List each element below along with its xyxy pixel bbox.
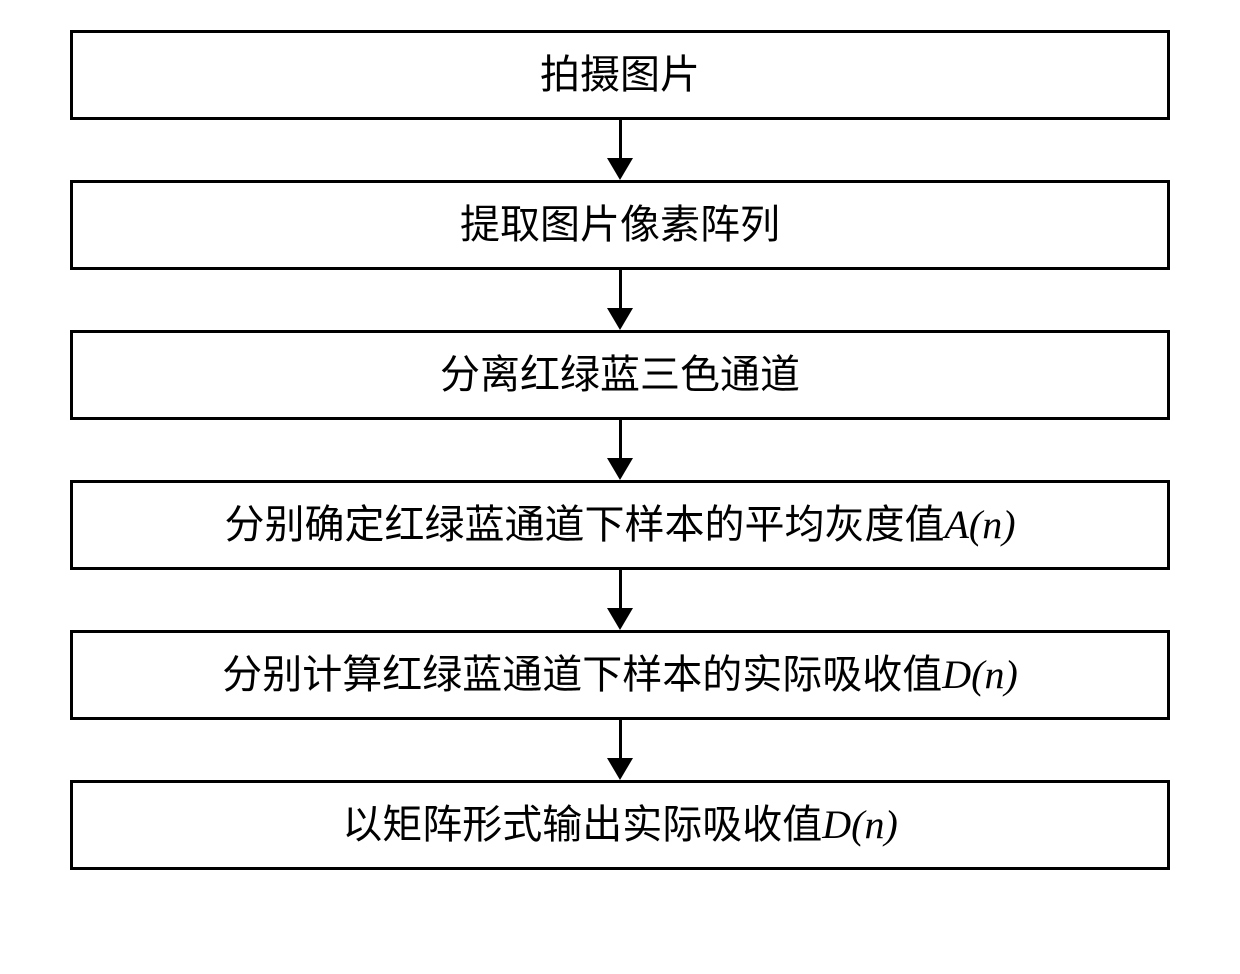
arrow-line bbox=[619, 120, 622, 158]
flowchart-node-1: 拍摄图片 bbox=[70, 30, 1170, 120]
node-math-symbol: D(n) bbox=[822, 801, 898, 849]
node-math-symbol: D(n) bbox=[942, 651, 1018, 699]
flowchart-node-6: 以矩阵形式输出实际吸收值D(n) bbox=[70, 780, 1170, 870]
arrow-head-icon bbox=[607, 758, 633, 780]
flowchart-container: 拍摄图片 提取图片像素阵列 分离红绿蓝三色通道 分别确定红绿蓝通道下样本的平均灰… bbox=[70, 30, 1170, 870]
node-label-prefix: 分别确定红绿蓝通道下样本的平均灰度值 bbox=[224, 501, 944, 549]
flowchart-node-3: 分离红绿蓝三色通道 bbox=[70, 330, 1170, 420]
flowchart-node-2: 提取图片像素阵列 bbox=[70, 180, 1170, 270]
flowchart-node-4: 分别确定红绿蓝通道下样本的平均灰度值A(n) bbox=[70, 480, 1170, 570]
node-label-prefix: 以矩阵形式输出实际吸收值 bbox=[342, 801, 822, 849]
flowchart-arrow bbox=[607, 570, 633, 630]
flowchart-arrow bbox=[607, 420, 633, 480]
flowchart-arrow bbox=[607, 270, 633, 330]
node-label-prefix: 分别计算红绿蓝通道下样本的实际吸收值 bbox=[222, 651, 942, 699]
node-label: 拍摄图片 bbox=[540, 51, 700, 99]
flowchart-arrow bbox=[607, 120, 633, 180]
arrow-head-icon bbox=[607, 158, 633, 180]
arrow-line bbox=[619, 270, 622, 308]
flowchart-arrow bbox=[607, 720, 633, 780]
arrow-line bbox=[619, 420, 622, 458]
arrow-head-icon bbox=[607, 308, 633, 330]
node-label: 提取图片像素阵列 bbox=[460, 201, 780, 249]
arrow-line bbox=[619, 720, 622, 758]
node-math-symbol: A(n) bbox=[944, 501, 1015, 549]
flowchart-node-5: 分别计算红绿蓝通道下样本的实际吸收值D(n) bbox=[70, 630, 1170, 720]
node-label: 分离红绿蓝三色通道 bbox=[440, 351, 800, 399]
arrow-head-icon bbox=[607, 458, 633, 480]
arrow-line bbox=[619, 570, 622, 608]
arrow-head-icon bbox=[607, 608, 633, 630]
